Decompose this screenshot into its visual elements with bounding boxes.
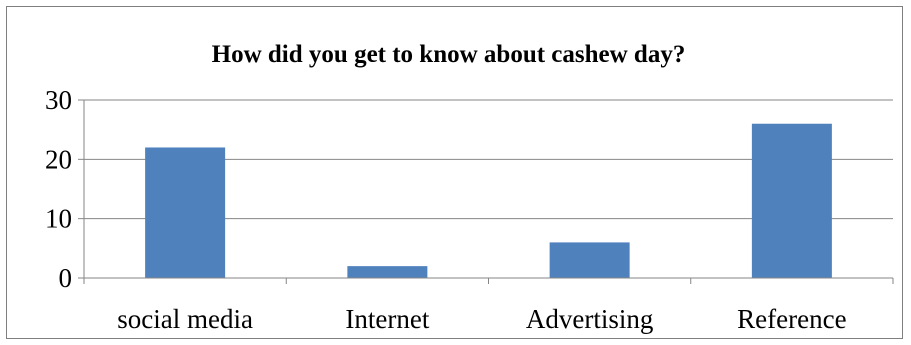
bar-advertising	[549, 242, 630, 278]
y-tick-label: 30	[45, 85, 72, 115]
y-tick-label: 0	[59, 263, 73, 293]
y-tick-label: 20	[45, 144, 72, 174]
x-tick-label: Advertising	[526, 304, 654, 334]
chart-title: How did you get to know about cashew day…	[211, 41, 686, 68]
bar-internet	[347, 266, 428, 278]
axes	[78, 99, 894, 284]
x-tick-label: social media	[117, 304, 253, 334]
x-tick-label: Internet	[345, 304, 429, 334]
x-tick-label: Reference	[737, 304, 846, 334]
bars	[145, 123, 832, 278]
bar-reference	[751, 123, 832, 278]
y-tick-label: 10	[45, 204, 72, 234]
bar-social-media	[145, 147, 226, 278]
tick-labels: 0 10 20 30 social media Internet Advertising Re…	[45, 85, 847, 334]
